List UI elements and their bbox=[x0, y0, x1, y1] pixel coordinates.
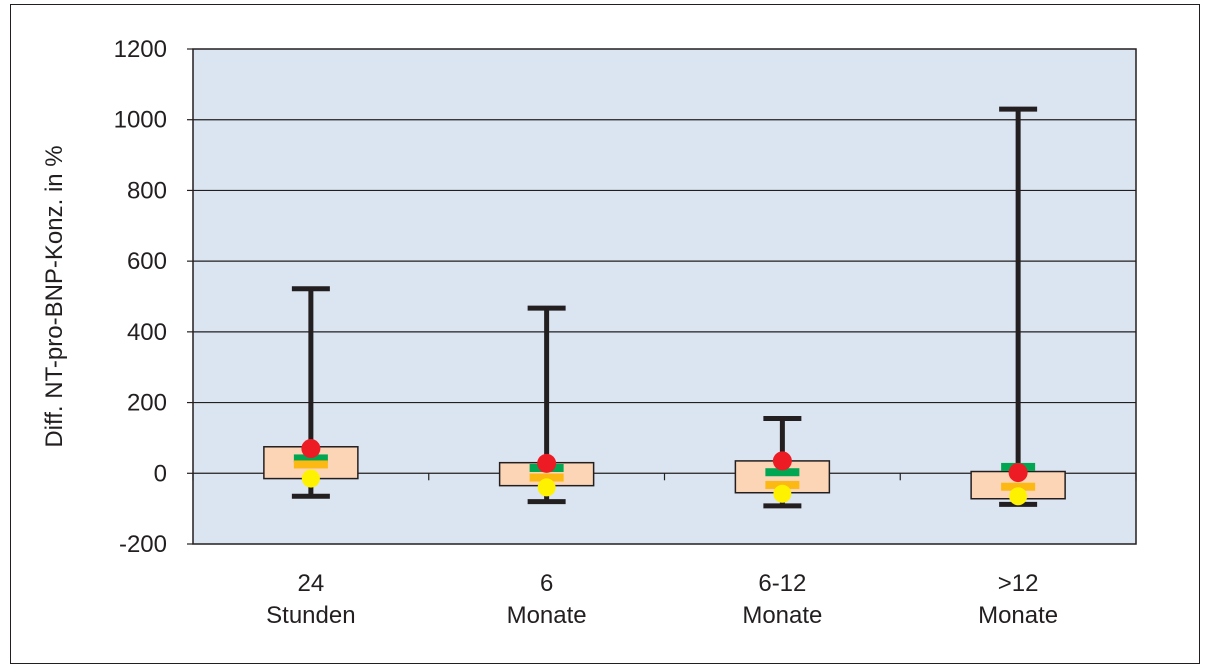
x-category-label-line2: Monate bbox=[742, 602, 822, 629]
x-category-label-line2: Monate bbox=[978, 602, 1058, 629]
y-tick-label: 0 bbox=[154, 460, 167, 487]
red-point bbox=[537, 453, 557, 473]
green-marker bbox=[765, 468, 800, 477]
x-category-label-line2: Stunden bbox=[266, 602, 355, 629]
median-marker bbox=[529, 473, 564, 482]
box-plot-chart: -200 0 200 400 600 800 1000 1200 Diff. NT-pro-BN… bbox=[41, 36, 1137, 629]
y-tick-label: -200 bbox=[119, 531, 167, 558]
y-axis-title: Diff. NT-pro-BNP-Konz. in % bbox=[41, 145, 68, 447]
red-point bbox=[301, 439, 321, 459]
yellow-point bbox=[537, 478, 556, 497]
yellow-point bbox=[1009, 487, 1028, 506]
median-marker bbox=[1001, 482, 1036, 491]
x-category-label-line1: 6-12 bbox=[758, 570, 806, 597]
yellow-point bbox=[773, 484, 792, 503]
y-tick-label: 1200 bbox=[114, 36, 167, 63]
x-category-label-line1: 6 bbox=[540, 570, 553, 597]
red-point bbox=[772, 451, 792, 471]
y-tick-label: 800 bbox=[127, 177, 167, 204]
y-tick-label: 1000 bbox=[114, 107, 167, 134]
median-marker bbox=[293, 460, 328, 469]
y-tick-label: 200 bbox=[127, 390, 167, 417]
x-category-label-line1: 24 bbox=[298, 570, 325, 597]
x-category-label-line2: Monate bbox=[507, 602, 587, 629]
y-tick-label: 400 bbox=[127, 319, 167, 346]
yellow-point bbox=[301, 469, 320, 488]
y-tick-label: 600 bbox=[127, 248, 167, 275]
green-marker bbox=[293, 454, 328, 463]
x-category-label-line1: >12 bbox=[998, 570, 1039, 597]
red-point bbox=[1008, 463, 1028, 483]
